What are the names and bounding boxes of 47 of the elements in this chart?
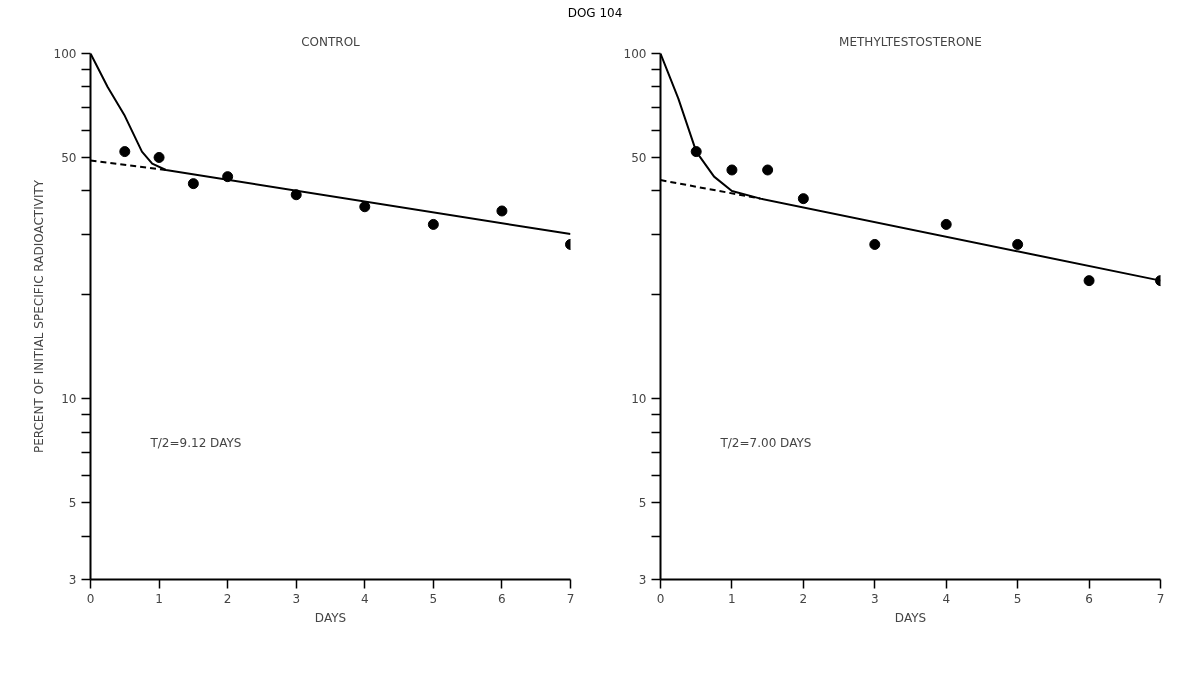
x-tick-label: 7: [1156, 591, 1165, 606]
x-tick-label: 4: [942, 591, 951, 606]
x-tick-label: 1: [155, 591, 163, 606]
y-tick-label: 50: [631, 151, 647, 166]
x-tick-label: 2: [799, 591, 808, 606]
y-tick-label: 5: [68, 496, 77, 511]
x-tick-label: 6: [1085, 591, 1093, 606]
annotation: T/2=7.00 DAYS: [719, 435, 812, 450]
y-tick-label: 3: [638, 573, 647, 588]
point: [1083, 275, 1095, 287]
annotation: T/2=9.12 DAYS: [149, 435, 242, 450]
x-axis-title: DAYS: [894, 610, 927, 625]
x-tick-label: 1: [728, 591, 736, 606]
y-tick-label: 100: [623, 47, 647, 62]
point: [496, 205, 508, 217]
x-tick-label: 3: [292, 591, 301, 606]
x-tick-label: 0: [656, 591, 665, 606]
chart-subtitle: CONTROL: [301, 34, 361, 49]
point: [119, 146, 131, 158]
point: [1012, 239, 1024, 251]
point: [359, 201, 371, 213]
point: [726, 164, 738, 176]
x-tick-label: 2: [223, 591, 232, 606]
text: DOG 104: [567, 5, 623, 22]
y-tick-label: 10: [61, 392, 77, 407]
y-tick-label: 3: [68, 573, 77, 588]
point: [427, 219, 439, 231]
x-tick-label: 6: [498, 591, 506, 606]
point: [187, 178, 199, 190]
point: [153, 152, 165, 164]
x-tick-label: 0: [86, 591, 95, 606]
y-tick-label: 10: [631, 392, 647, 407]
x-axis-title: DAYS: [314, 610, 347, 625]
y-tick-label: 5: [638, 496, 647, 511]
chart-subtitle: METHYLTESTOSTERONE: [839, 34, 982, 49]
point: [762, 164, 774, 176]
x-tick-label: 3: [870, 591, 879, 606]
x-tick-label: 5: [1013, 591, 1022, 606]
point: [869, 239, 881, 251]
y-tick-label: 50: [61, 151, 77, 166]
point: [940, 219, 952, 231]
y-axis-title: PERCENT OF INITIAL SPECIFIC RADIOACTIVITY: [31, 179, 46, 454]
x-tick-label: 4: [360, 591, 369, 606]
x-tick-label: 5: [429, 591, 438, 606]
point: [797, 193, 809, 205]
y-tick-label: 100: [53, 47, 77, 62]
x-tick-label: 7: [566, 591, 575, 606]
